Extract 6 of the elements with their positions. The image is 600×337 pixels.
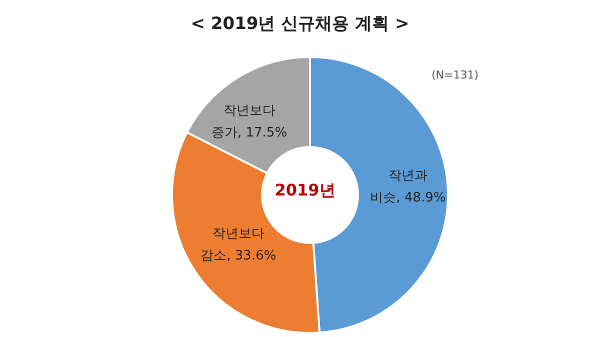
slice-label: 작년과 비슷, 48.9% <box>370 168 446 206</box>
text: (N=131) <box>431 68 479 82</box>
text: 2019년 <box>274 180 336 200</box>
chart-title: < 2019년 신규채용 계획 > <box>190 14 410 34</box>
slice-label: 작년보다 증가, 17.5% <box>211 103 288 140</box>
slice-label: 작년보다 감소, 33.6% <box>200 226 276 264</box>
